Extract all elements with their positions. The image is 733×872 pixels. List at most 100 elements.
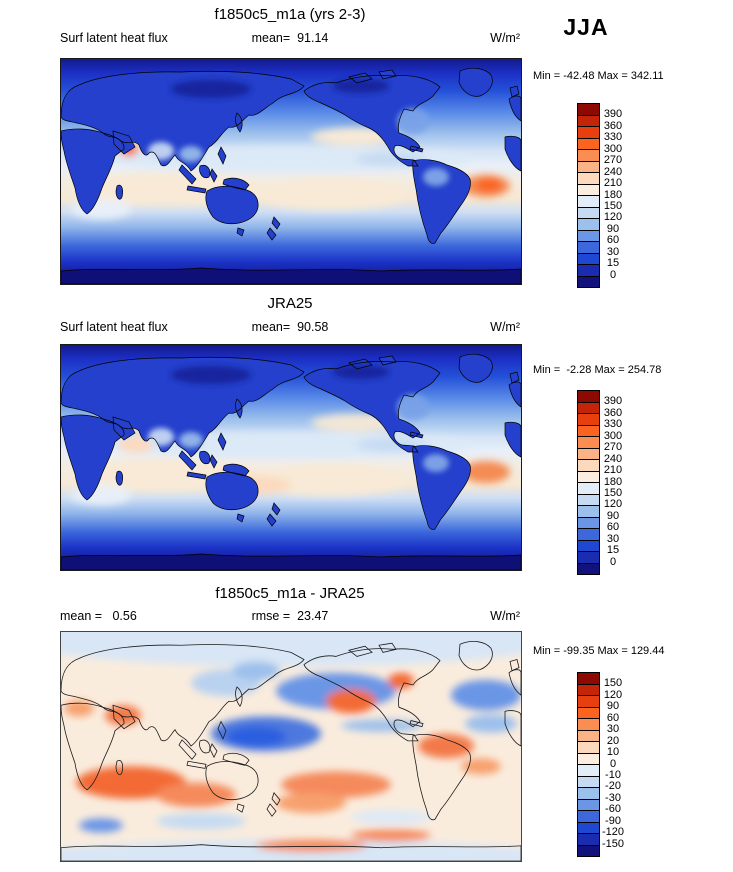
colorbar-cell <box>578 414 599 426</box>
colorbar-cell <box>578 253 599 265</box>
colorbar-cell <box>578 425 599 437</box>
colorbar-tick-label: 0 <box>609 268 617 281</box>
colorbar-cell <box>578 742 599 754</box>
colorbar-cell <box>578 207 599 219</box>
mean-value: mean = 0.56 <box>60 609 137 623</box>
colorbar-tick-label: -60 <box>605 803 621 816</box>
colorbar-cell <box>578 471 599 483</box>
mean-value: mean= 91.14 <box>251 31 329 45</box>
colorbar-cell <box>578 265 599 277</box>
colorbar-tick-label: -10 <box>605 768 621 781</box>
map-obs <box>60 344 522 571</box>
mean-value: mean= 90.58 <box>251 320 329 334</box>
colorbar-cell <box>578 673 599 685</box>
colorbar-cell <box>578 696 599 708</box>
season-label: JJA <box>563 14 609 40</box>
colorbar-tick-label: 0 <box>609 757 617 770</box>
panel-model-minmax: Min = -42.48 Max = 342.11 <box>533 70 664 82</box>
colorbar-cell <box>578 276 599 287</box>
colorbar-cell <box>578 138 599 150</box>
variable-label: Surf latent heat flux <box>60 320 168 334</box>
colorbar-tick-label: 0 <box>609 555 617 568</box>
colorbar-cell <box>578 517 599 529</box>
panel-obs-stat-row: Surf latent heat flux mean= 90.58 W/m² <box>60 320 520 336</box>
colorbar-cell <box>578 483 599 495</box>
colorbar-tick-label: 30 <box>606 723 620 736</box>
colorbar-tick-label: 390 <box>603 108 623 121</box>
colorbar-cell <box>578 219 599 231</box>
colorbar-tick-label: -20 <box>605 780 621 793</box>
colorbar-tick-label: 15 <box>606 544 620 557</box>
colorbar-tick-label: 360 <box>603 119 623 132</box>
colorbar-tick-label: 60 <box>606 234 620 247</box>
colorbar-obs <box>577 390 600 575</box>
colorbar-cell <box>578 184 599 196</box>
panel-model-stat-row: Surf latent heat flux mean= 91.14 W/m² <box>60 31 520 47</box>
panel-diff-title: f1850c5_m1a - JRA25 <box>215 585 365 602</box>
colorbar-cell <box>578 402 599 414</box>
panel-diff-stat-row: mean = 0.56 rmse = 23.47 W/m² <box>60 609 520 625</box>
colorbar-tick-label: -120 <box>601 826 625 839</box>
colorbar-cell <box>578 563 599 574</box>
colorbar-cell <box>578 753 599 765</box>
colorbar-tick-label: 240 <box>603 452 623 465</box>
colorbar-tick-label: 120 <box>603 498 623 511</box>
colorbar-cell <box>578 437 599 449</box>
colorbar-cell <box>578 173 599 185</box>
colorbar-cell <box>578 719 599 731</box>
colorbar-cell <box>578 845 599 856</box>
colorbar-cell <box>578 448 599 460</box>
colorbar-cell <box>578 161 599 173</box>
map-model <box>60 58 522 285</box>
colorbar-cell <box>578 460 599 472</box>
units-label: W/m² <box>490 320 520 334</box>
colorbar-tick-label: 120 <box>603 211 623 224</box>
colorbar-tick-label: 210 <box>603 464 623 477</box>
colorbar-cell <box>578 242 599 254</box>
rmse-value: rmse = 23.47 <box>251 609 329 623</box>
colorbar-model <box>577 103 600 288</box>
colorbar-tick-label: 180 <box>603 475 623 488</box>
colorbar-cell <box>578 684 599 696</box>
colorbar-tick-label: 90 <box>606 222 620 235</box>
colorbar-tick-label: 210 <box>603 177 623 190</box>
colorbar-tick-label: -90 <box>605 814 621 827</box>
colorbar-cell <box>578 540 599 552</box>
panel-obs-title: JRA25 <box>267 295 313 312</box>
colorbar-diff <box>577 672 600 857</box>
colorbar-model-labels: 390 360 330 300 270 240 210 180 150 120 90 60 30 15 0 <box>598 103 628 286</box>
panel-diff-minmax: Min = -99.35 Max = 129.44 <box>533 645 665 657</box>
colorbar-cell <box>578 127 599 139</box>
colorbar-cell <box>578 529 599 541</box>
colorbar-cell <box>578 776 599 788</box>
colorbar-tick-label: 240 <box>603 165 623 178</box>
colorbar-cell <box>578 196 599 208</box>
colorbar-tick-label: 60 <box>606 711 620 724</box>
colorbar-tick-label: 15 <box>606 257 620 270</box>
colorbar-tick-label: 390 <box>603 395 623 408</box>
panel-obs-minmax: Min = -2.28 Max = 254.78 <box>533 364 662 376</box>
colorbar-tick-label: 60 <box>606 521 620 534</box>
colorbar-cell <box>578 552 599 564</box>
colorbar-tick-label: 300 <box>603 142 623 155</box>
units-label: W/m² <box>490 609 520 623</box>
colorbar-tick-label: 120 <box>603 688 623 701</box>
colorbar-cell <box>578 811 599 823</box>
map-diff <box>60 631 522 862</box>
colorbar-tick-label: 360 <box>603 406 623 419</box>
colorbar-cell <box>578 822 599 834</box>
colorbar-tick-label: 300 <box>603 429 623 442</box>
colorbar-tick-label: 20 <box>606 734 620 747</box>
colorbar-tick-label: 150 <box>603 486 623 499</box>
colorbar-cell <box>578 730 599 742</box>
colorbar-cell <box>578 707 599 719</box>
colorbar-tick-label: 180 <box>603 188 623 201</box>
colorbar-cell <box>578 834 599 846</box>
colorbar-cell <box>578 391 599 403</box>
colorbar-cell <box>578 115 599 127</box>
variable-label: Surf latent heat flux <box>60 31 168 45</box>
colorbar-cell <box>578 104 599 116</box>
colorbar-cell <box>578 788 599 800</box>
colorbar-cell <box>578 765 599 777</box>
